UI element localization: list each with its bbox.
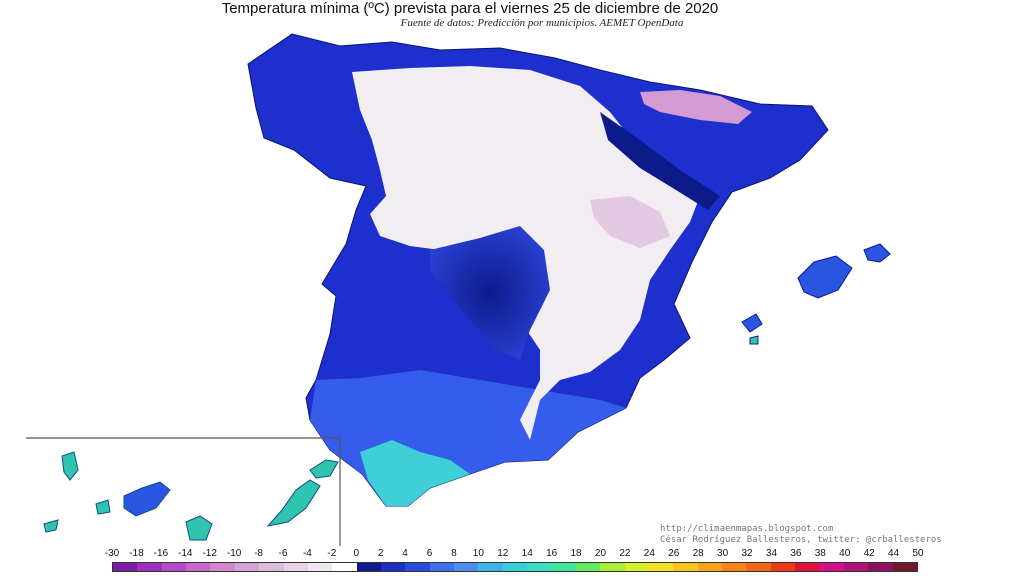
credits: http://climaenmapas.blogspot.com César R… [660,524,942,546]
legend-tick-label: 36 [790,548,802,559]
legend-swatch [551,563,576,571]
legend-swatch [356,563,381,571]
legend-swatch [259,563,284,571]
legend-swatch [332,563,357,571]
legend-tick-label: -2 [327,548,337,559]
legend-tick-label: 28 [692,548,704,559]
legend-tick-label: 18 [570,548,582,559]
legend-tick-label: 26 [668,548,680,559]
legend-swatch [161,563,187,571]
legend-tick-label: 34 [765,548,778,559]
legend-tick-label: 20 [594,548,607,559]
legend-swatch [721,563,747,571]
legend-tick-label: 0 [353,548,360,559]
legend-swatch [307,563,333,571]
blog-link[interactable]: http://climaenmapas.blogspot.com [660,524,834,534]
legend-swatch [454,563,479,571]
legend-tick-label: -6 [278,548,288,559]
legend-swatch [137,563,162,571]
legend-swatch [575,563,601,571]
legend-tick-label: 40 [839,548,851,559]
legend-swatch [186,563,211,571]
legend-tick-label: 2 [377,548,384,559]
legend-tick-label: 14 [521,548,533,559]
legend-swatch [210,563,235,571]
legend-tick-label: 22 [619,548,631,559]
legend-swatch [892,563,917,571]
legend-swatch [380,563,406,571]
legend-swatch [648,563,674,571]
iberian-system-cold [590,196,670,248]
legend-swatch [868,563,893,571]
legend-swatch [234,563,260,571]
legend-bar [112,562,918,572]
legend-tick-label: -16 [153,548,169,559]
legend-tick-label: 12 [497,548,509,559]
tajo-valley [430,226,550,360]
legend-tick-label: 42 [863,548,875,559]
legend-tick-label: -4 [302,548,312,559]
legend-swatch [697,563,722,571]
legend-tick-label: -18 [129,548,144,559]
legend-tick-label: -8 [254,548,263,559]
legend-swatch [770,563,796,571]
legend-tick-label: 44 [888,548,900,559]
legend-swatch [746,563,771,571]
legend-tick-label: 24 [643,548,655,559]
legend-swatch [405,563,430,571]
legend-tick-label: 32 [741,548,753,559]
legend-tick-label: 30 [717,548,729,559]
legend-tick-label: 4 [402,548,408,559]
legend-swatch [819,563,844,571]
legend-swatch [673,563,698,571]
legend-tick-label: -12 [202,548,217,559]
legend-tick-label: -14 [178,548,193,559]
legend-tick-label: 50 [912,548,924,559]
balearic-islands [741,243,891,345]
legend-swatch [429,563,455,571]
legend-swatch [283,563,308,571]
pyrenees-cold [640,90,752,124]
map-subtitle: Fuente de datos: Predicción por municipi… [400,17,684,29]
legend-tick-label: 38 [814,548,826,559]
canary-inset-frame [26,437,341,546]
legend-swatch [795,563,820,571]
legend-swatch [478,563,503,571]
ebro-valley [600,112,720,210]
legend-tick-label: 16 [546,548,558,559]
legend-tick-label: 6 [426,548,433,559]
legend-swatch [113,563,138,571]
legend-swatch [527,563,552,571]
legend-swatch [600,563,625,571]
legend-tick-label: 8 [451,548,457,559]
legend-swatch [502,563,528,571]
andalusia-coast-mild [360,440,470,506]
legend-ticks: -30 -18 -16 -14 -12 -10 -8 -6 -4 -2 0 2 4 6 8 10 12 14 16 1… [105,548,924,560]
legend-tick-label: -10 [226,548,242,559]
author-credit: César Rodríguez Ballesteros, twitter: @c… [660,535,942,545]
color-legend: -30 -18 -16 -14 -12 -10 -8 -6 -4 -2 0 2 4 6 8 10 12 14 16 1… [105,548,924,576]
legend-swatch [843,563,869,571]
legend-swatch [624,563,649,571]
map-title: Temperatura mínima (ºC) prevista para el… [221,0,719,17]
legend-tick-label: 10 [472,548,484,559]
legend-tick-label: -30 [104,548,120,559]
canary-islands [43,451,339,541]
